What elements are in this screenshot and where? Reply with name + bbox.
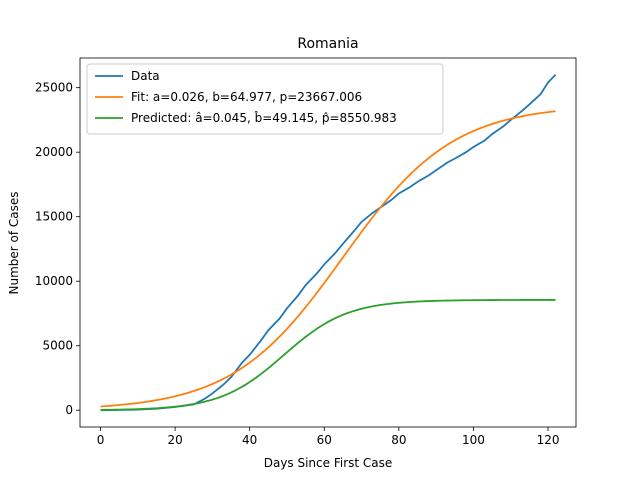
chart-title: Romania — [297, 36, 358, 52]
legend: Data Fit: a=0.026, b=64.977, p=23667.006 P… — [86, 63, 444, 135]
legend-label-2: Predicted: â=0.045, b̂=49.145, p̂=8550.9… — [131, 111, 397, 125]
x-tick-label: 0 — [97, 433, 105, 447]
y-tick-label: 15000 — [35, 210, 73, 224]
series-line-1 — [100, 110, 556, 408]
y-axis-label: Number of Cases — [7, 191, 21, 294]
x-tick-label: 40 — [242, 433, 257, 447]
legend-box — [86, 63, 444, 135]
y-tick-label: 20000 — [35, 145, 73, 159]
plot-area — [100, 74, 557, 412]
x-axis-label: Days Since First Case — [264, 456, 393, 470]
series-line-0 — [100, 74, 557, 412]
x-tick-label: 60 — [317, 433, 332, 447]
legend-label-1: Fit: a=0.026, b=64.977, p=23667.006 — [131, 90, 362, 104]
y-tick-label: 0 — [65, 403, 73, 417]
plot-frame — [79, 57, 577, 428]
x-tick-label: 80 — [391, 433, 406, 447]
legend-label-0: Data — [131, 69, 160, 83]
y-tick-label: 25000 — [35, 81, 73, 95]
x-tick-label: 120 — [537, 433, 560, 447]
axes: 0 20 40 60 80 100 120 0 5000 10000 15000 20000 25000 — [35, 57, 577, 447]
y-tick-label: 5000 — [42, 339, 73, 353]
x-tick-label: 20 — [167, 433, 182, 447]
series-line-2 — [100, 299, 556, 411]
y-tick-label: 10000 — [35, 274, 73, 288]
x-tick-label: 100 — [462, 433, 485, 447]
